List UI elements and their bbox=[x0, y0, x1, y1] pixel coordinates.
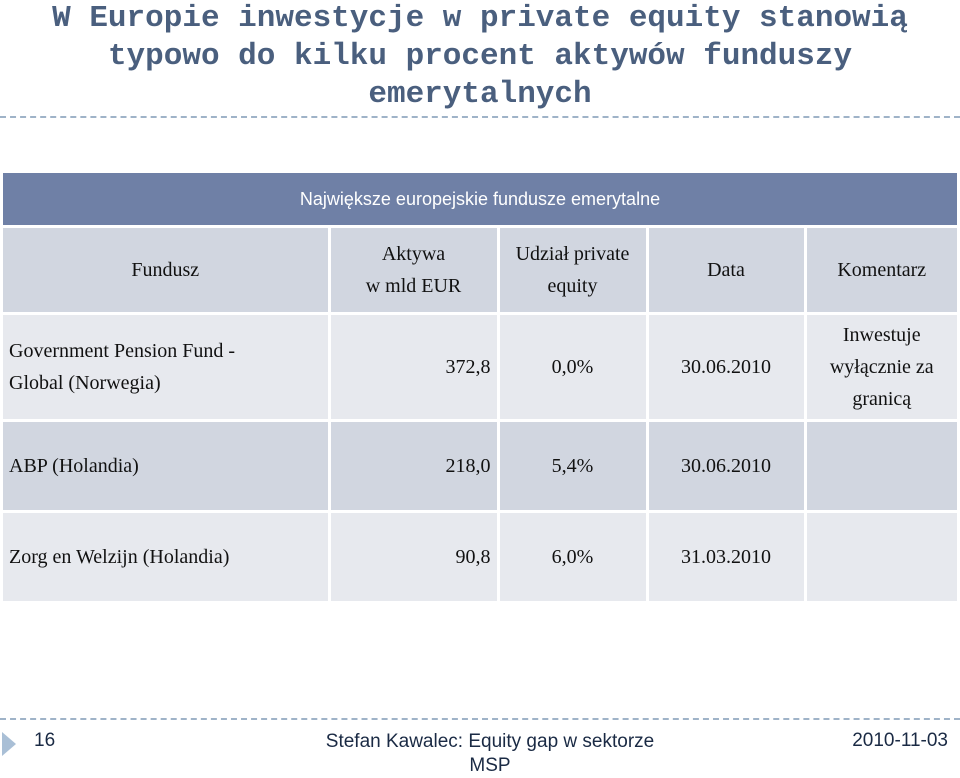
slide-footer: 16 Stefan Kawalec: Equity gap w sektorze… bbox=[0, 728, 960, 776]
cell-pe-share: 5,4% bbox=[496, 419, 647, 512]
cell-assets: 218,0 bbox=[327, 419, 498, 512]
header-fund: Fundusz bbox=[3, 226, 329, 314]
cell-date: 30.06.2010 bbox=[645, 312, 805, 421]
footer-divider bbox=[0, 718, 960, 720]
title-line-3: emerytalnych bbox=[368, 77, 592, 112]
cell-fund: Government Pension Fund - Global (Norweg… bbox=[3, 312, 329, 421]
cell-date: 31.03.2010 bbox=[645, 510, 805, 601]
cell-comment: Inwestuje wyłącznie za granicą bbox=[803, 312, 957, 421]
header-pe-share: Udział private equity bbox=[496, 226, 647, 314]
cell-comment bbox=[803, 419, 957, 512]
header-assets: Aktywa w mld EUR bbox=[327, 226, 498, 314]
title-line-1: W Europie inwestycje w private equity st… bbox=[52, 1, 908, 36]
cell-fund: Zorg en Welzijn (Holandia) bbox=[3, 510, 329, 601]
page-number: 16 bbox=[34, 730, 56, 751]
cell-assets: 372,8 bbox=[327, 312, 498, 421]
cell-comment bbox=[803, 510, 957, 601]
arrow-right-icon bbox=[2, 732, 16, 756]
cell-assets: 90,8 bbox=[327, 510, 498, 601]
table-row: ABP (Holandia) 218,0 5,4% 30.06.2010 bbox=[3, 419, 957, 512]
header-date: Data bbox=[645, 226, 805, 314]
footer-author: Stefan Kawalec: Equity gap w sektorze MS… bbox=[325, 731, 655, 776]
cell-pe-share: 0,0% bbox=[496, 312, 647, 421]
cell-pe-share: 6,0% bbox=[496, 510, 647, 601]
slide-title: W Europie inwestycje w private equity st… bbox=[0, 0, 960, 114]
pension-funds-table: Największe europejskie fundusze emerytal… bbox=[3, 173, 957, 601]
table-caption: Największe europejskie fundusze emerytal… bbox=[3, 173, 957, 228]
header-comment: Komentarz bbox=[803, 226, 957, 314]
cell-date: 30.06.2010 bbox=[645, 419, 805, 512]
cell-fund: ABP (Holandia) bbox=[3, 419, 329, 512]
table-header-row: Fundusz Aktywa w mld EUR Udział private … bbox=[3, 226, 957, 314]
table-row: Zorg en Welzijn (Holandia) 90,8 6,0% 31.… bbox=[3, 510, 957, 601]
footer-date: 2010-11-03 bbox=[852, 730, 948, 751]
table-row: Government Pension Fund - Global (Norweg… bbox=[3, 312, 957, 421]
title-line-2: typowo do kilku procent aktywów funduszy bbox=[107, 39, 853, 74]
title-divider bbox=[0, 116, 960, 118]
